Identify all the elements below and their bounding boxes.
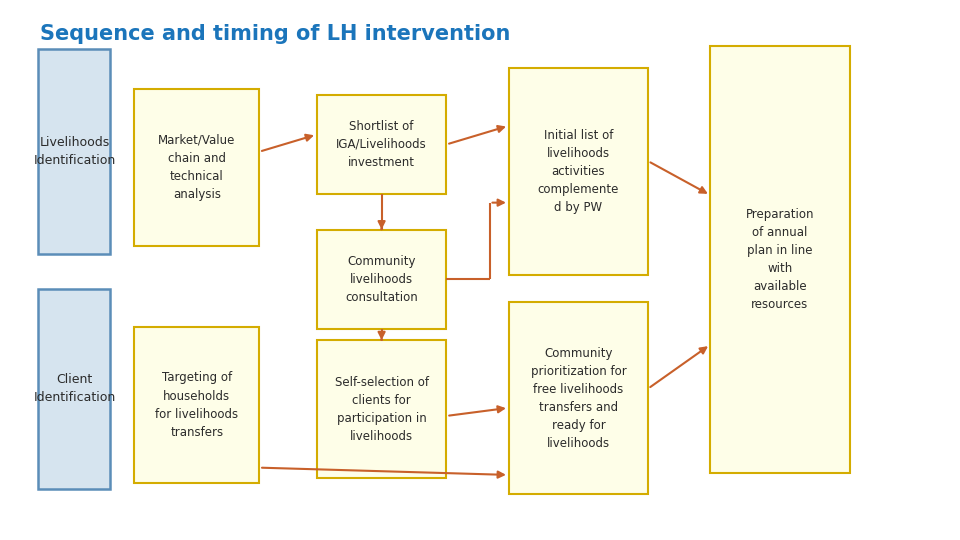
Text: Client
Identification: Client Identification bbox=[34, 373, 115, 404]
Text: Community
prioritization for
free livelihoods
transfers and
ready for
livelihood: Community prioritization for free liveli… bbox=[531, 347, 626, 450]
FancyBboxPatch shape bbox=[134, 327, 259, 483]
Text: Livelihoods
Identification: Livelihoods Identification bbox=[34, 136, 115, 167]
FancyBboxPatch shape bbox=[317, 94, 446, 194]
Text: Community
livelihoods
consultation: Community livelihoods consultation bbox=[346, 255, 418, 304]
FancyBboxPatch shape bbox=[509, 68, 648, 275]
FancyBboxPatch shape bbox=[134, 89, 259, 246]
FancyBboxPatch shape bbox=[38, 49, 110, 254]
FancyBboxPatch shape bbox=[710, 46, 850, 472]
FancyBboxPatch shape bbox=[509, 302, 648, 494]
FancyBboxPatch shape bbox=[38, 289, 110, 489]
Text: Market/Value
chain and
technical
analysis: Market/Value chain and technical analysi… bbox=[158, 134, 235, 201]
FancyBboxPatch shape bbox=[317, 340, 446, 478]
Text: Targeting of
households
for livelihoods
transfers: Targeting of households for livelihoods … bbox=[156, 372, 238, 438]
Text: Initial list of
livelihoods
activities
complemente
d by PW: Initial list of livelihoods activities c… bbox=[538, 129, 619, 214]
FancyBboxPatch shape bbox=[317, 230, 446, 329]
Text: Shortlist of
IGA/Livelihoods
investment: Shortlist of IGA/Livelihoods investment bbox=[336, 120, 427, 169]
Text: Sequence and timing of LH intervention: Sequence and timing of LH intervention bbox=[40, 24, 511, 44]
Text: Preparation
of annual
plan in line
with
available
resources: Preparation of annual plan in line with … bbox=[746, 208, 814, 310]
Text: Self-selection of
clients for
participation in
livelihoods: Self-selection of clients for participat… bbox=[335, 375, 428, 443]
